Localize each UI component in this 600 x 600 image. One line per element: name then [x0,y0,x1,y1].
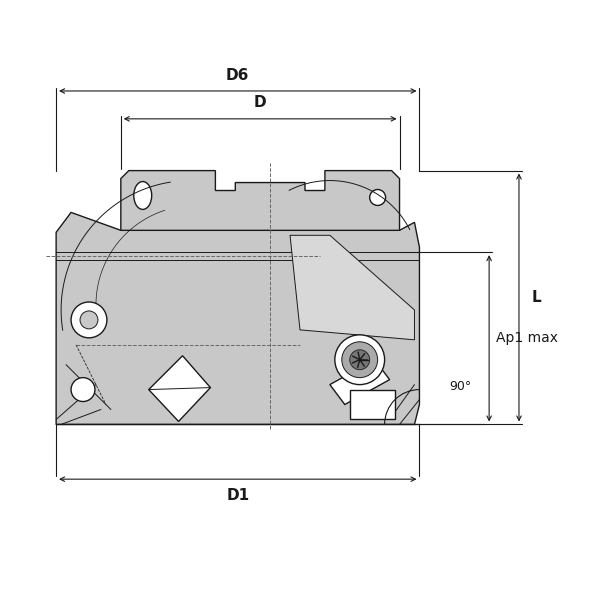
Polygon shape [149,356,211,421]
Polygon shape [121,170,400,230]
Polygon shape [56,212,419,424]
Ellipse shape [134,182,152,209]
Circle shape [342,342,377,377]
Text: D6: D6 [226,68,250,83]
Polygon shape [290,235,415,340]
Circle shape [370,190,386,205]
Circle shape [71,302,107,338]
Circle shape [350,350,370,370]
Polygon shape [330,360,389,404]
Text: Ap1 max: Ap1 max [496,331,558,346]
Circle shape [80,311,98,329]
Text: D: D [254,95,266,110]
Polygon shape [350,389,395,419]
Text: L: L [532,290,542,305]
Circle shape [71,377,95,401]
Text: 90°: 90° [449,380,472,393]
Circle shape [335,335,385,385]
Text: D1: D1 [226,488,250,503]
